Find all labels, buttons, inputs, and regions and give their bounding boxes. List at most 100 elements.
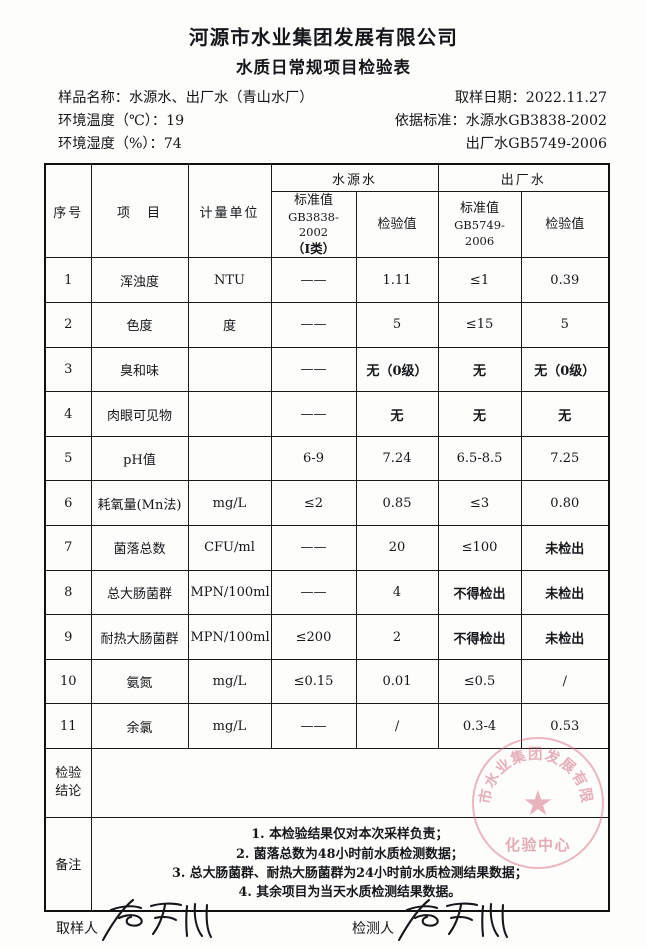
table-cell-source-measured: 20 (355, 525, 439, 571)
table-cell-item: 耐热大肠菌群 (90, 614, 189, 660)
meta-row-humidity: 环境湿度（%）：74 出厂水GB5749-2006 (58, 133, 607, 156)
table-row: 7 菌落总数 CFU/ml —— 20 ≤100 未检出 (44, 525, 610, 571)
conclusion-label-line2: 结论 (55, 783, 82, 799)
table-cell-source-measured: 2 (355, 614, 439, 660)
table-cell-index: 1 (44, 257, 92, 304)
standard-label: 依据标准： (394, 113, 466, 130)
remark-line: 2. 菌落总数为48小时前水质检测数据； (235, 846, 464, 862)
sampler-signature-block: 取样人 (56, 890, 219, 942)
table-row: 5 pH值 6-9 7.24 6.5-8.5 7.25 (44, 435, 610, 482)
table-cell-unit: mg/L (187, 480, 272, 527)
table-body: 1 浑浊度 NTU —— 1.11 ≤1 0.39 2 色度度 —— 5 ≤15 5 3 臭和味 —— 无（0级… (44, 257, 610, 749)
table-cell-item: 余氯 (90, 703, 189, 749)
remark-line: 3. 总大肠菌群、耐热大肠菌群为24小时前水质检测结果数据； (171, 865, 528, 881)
table-cell-source-standard: —— (270, 302, 357, 348)
conclusion-label: 检验 结论 (44, 747, 92, 818)
table-cell-source-measured: 0.85 (355, 480, 439, 527)
tester-label: 检测人 (352, 921, 394, 937)
table-cell-source-standard: —— (270, 346, 357, 393)
temperature-value: 19 (166, 113, 185, 130)
table-cell-source-measured: 4 (355, 569, 439, 616)
table-cell-finished-standard: 不得检出 (437, 569, 522, 616)
table-cell-unit: MPN/100ml (187, 569, 272, 616)
table-cell-finished-measured: 无（0级） (520, 346, 610, 393)
table-cell-item: 色度 (90, 302, 189, 348)
conclusion-label-line1: 检验 (55, 766, 82, 782)
sample-name-value: 水源水、出厂水（青山水厂） (128, 90, 314, 107)
table-row: 11 余氯 mg/L ——/0.3-4 0.53 (44, 703, 610, 749)
table-cell-finished-standard: ≤3 (437, 480, 522, 527)
table-cell-unit: MPN/100ml (187, 614, 272, 660)
conclusion-value (90, 747, 610, 818)
table-cell-finished-standard: ≤100 (437, 525, 522, 571)
table-cell-finished-standard: ≤0.5 (437, 658, 522, 705)
table-cell-finished-standard: 无 (437, 391, 522, 437)
table-cell-source-standard: —— (270, 525, 357, 571)
table-cell-source-standard: 6-9 (270, 435, 357, 482)
humidity-label: 环境湿度（%）： (58, 136, 164, 153)
table-cell-finished-measured: 未检出 (520, 614, 610, 660)
table-cell-source-measured: 0.01 (355, 658, 439, 705)
col-header-index: 序号 (44, 163, 92, 259)
table-cell-source-measured: 7.24 (355, 435, 439, 482)
remarks-value: 1. 本检验结果仅对本次采样负责； 2. 菌落总数为48小时前水质检测数据； 3… (90, 816, 610, 912)
table-cell-unit (187, 435, 272, 482)
table-cell-source-measured: 无 (355, 391, 439, 437)
source-standard-title: 标准值 (293, 193, 333, 208)
remark-line: 1. 本检验结果仅对本次采样负责； (251, 827, 449, 843)
table-cell-index: 7 (44, 525, 92, 571)
meta-row-sample: 样品名称：水源水、出厂水（青山水厂） 取样日期：2022.11.27 (58, 87, 607, 110)
temperature-label: 环境温度（℃）： (58, 113, 167, 130)
table-cell-unit (187, 391, 272, 437)
table-footer-body: 检验 结论 备注 1. 本检验结果仅对本次采样负责； 2. 菌落总数为48小时前… (44, 747, 610, 912)
remark-line: 4. 其余项目为当天水质检测结果数据。 (238, 885, 462, 901)
tester-signature-mark (395, 896, 515, 944)
col-header-unit: 计量单位 (187, 163, 272, 259)
col-header-source-standard: 标准值 GB3838-2002 （Ⅰ类） (270, 190, 357, 259)
table-cell-source-measured: 5 (355, 302, 439, 348)
table-cell-item: 耗氧量(Mn法) (90, 480, 189, 527)
table-cell-item: 浑浊度 (90, 257, 189, 304)
table-cell-finished-measured: 无 (520, 391, 610, 437)
sampling-date-label: 取样日期： (454, 90, 526, 107)
table-head-row-groups: 序号 项 目 计量单位 水源水 出厂水 (44, 163, 610, 259)
table-row: 6 耗氧量(Mn法) mg/L ≤2 0.85 ≤3 0.80 (44, 480, 610, 527)
table-cell-index: 2 (44, 302, 92, 348)
remarks-label: 备注 (44, 816, 92, 912)
table-cell-item: 氨氮 (90, 658, 189, 705)
humidity-value: 74 (163, 136, 182, 153)
table-cell-finished-measured: 7.25 (520, 435, 610, 482)
table-cell-finished-measured: 5 (520, 302, 610, 348)
table-cell-item: 总大肠菌群 (90, 569, 189, 616)
table-row: 2 色度度 —— 5 ≤15 5 (44, 302, 610, 348)
form-title: 水质日常规项目检验表 (236, 58, 411, 78)
table-cell-unit: mg/L (187, 658, 272, 705)
table-head: 序号 项 目 计量单位 水源水 出厂水 标准值 GB3838-2002 （Ⅰ类）… (44, 163, 610, 259)
table-cell-index: 9 (44, 614, 92, 660)
table-cell-index: 8 (44, 569, 92, 616)
sample-name-label: 样品名称： (58, 90, 129, 107)
table-row: 8 总大肠菌群 MPN/100ml —— 4 不得检出 未检出 (44, 569, 610, 616)
table-cell-item: 肉眼可见物 (90, 391, 189, 437)
standard-value-finished: 出厂水GB5749-2006 (465, 136, 607, 153)
table-head-row-subs: 标准值 GB3838-2002 （Ⅰ类） 检验值 标准值 GB5749-2006… (45, 190, 610, 259)
table-cell-source-standard: ≤2 (270, 480, 357, 527)
table-row: 4 肉眼可见物 —— 无无无 (44, 391, 610, 437)
col-header-item: 项 目 (90, 163, 189, 259)
table-cell-finished-measured: 未检出 (520, 569, 610, 616)
table-cell-item: 臭和味 (90, 346, 189, 393)
title-block: 河源市水业集团发展有限公司 水质日常规项目检验表 (0, 0, 647, 78)
sampler-label: 取样人 (56, 921, 98, 937)
table-row: 9 耐热大肠菌群 MPN/100ml ≤200 2 不得检出 未检出 (44, 614, 610, 660)
finished-standard-title: 标准值 (460, 201, 500, 217)
conclusion-row: 检验 结论 (44, 747, 610, 818)
table-cell-index: 6 (44, 480, 92, 527)
table-cell-finished-measured: 0.53 (520, 703, 610, 749)
table-cell-finished-measured: 0.39 (520, 257, 610, 304)
table-row: 10 氨氮 mg/L ≤0.15 0.01 ≤0.5/ (44, 658, 610, 705)
col-header-source-measured: 检验值 (355, 190, 439, 259)
table-cell-finished-standard: 不得检出 (437, 614, 522, 660)
sampler-signature-mark (99, 896, 219, 944)
table-cell-finished-standard: ≤1 (437, 257, 522, 304)
table-cell-item: pH值 (90, 435, 189, 482)
